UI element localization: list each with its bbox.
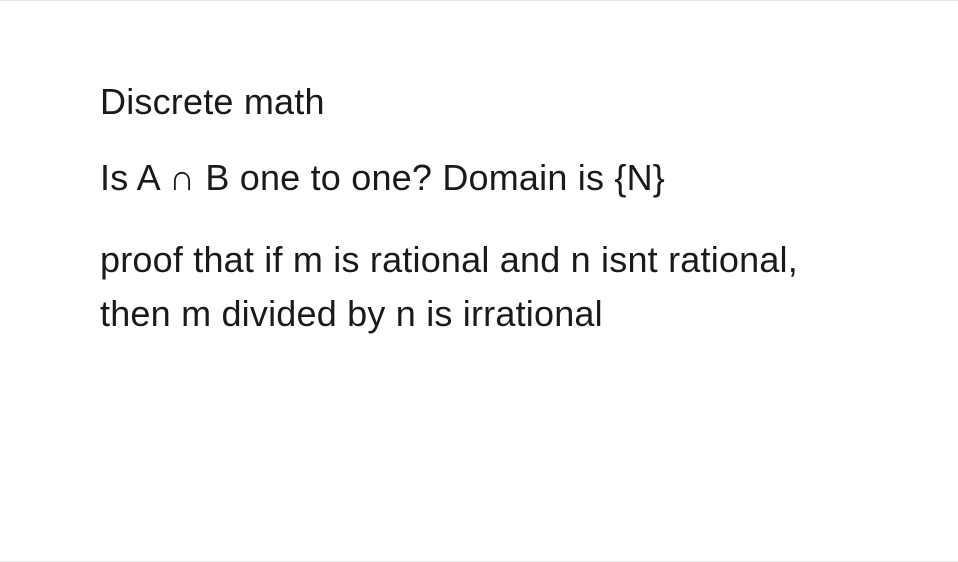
- document-container: Discrete math Is A ∩ B one to one? Domai…: [0, 0, 958, 562]
- document-content: Discrete math Is A ∩ B one to one? Domai…: [0, 1, 958, 341]
- question-line-1: Is A ∩ B one to one? Domain is {N}: [100, 157, 858, 199]
- question-line-2: proof that if m is rational and n isnt r…: [100, 233, 830, 341]
- heading-line: Discrete math: [100, 81, 858, 123]
